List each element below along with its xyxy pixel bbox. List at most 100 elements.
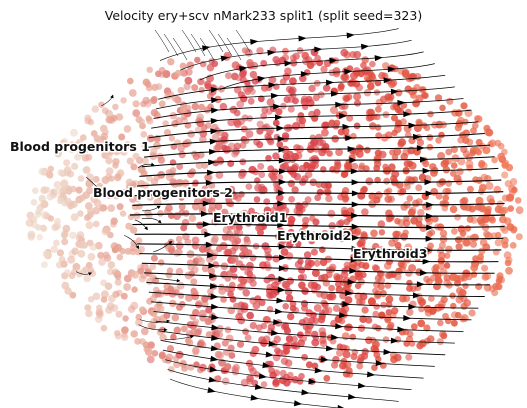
cell-point <box>263 316 272 324</box>
cell-point <box>150 178 159 186</box>
streamlet <box>226 37 242 61</box>
cell-point <box>275 193 284 202</box>
cell-point <box>121 326 129 334</box>
cell-point <box>308 84 316 93</box>
cell-point <box>272 254 281 263</box>
cell-point <box>459 315 467 323</box>
cell-point <box>185 294 193 302</box>
cell-point <box>310 311 317 319</box>
cell-point <box>440 159 449 168</box>
cell-point <box>212 159 220 167</box>
cell-point <box>196 118 205 127</box>
cell-point <box>215 171 224 179</box>
cell-point <box>191 292 200 301</box>
cell-point <box>92 220 100 228</box>
cell-point <box>354 99 361 107</box>
cell-point <box>175 350 184 359</box>
cell-point <box>468 205 476 213</box>
cell-point <box>60 179 69 188</box>
streamlet <box>153 240 173 253</box>
streamline <box>144 144 491 158</box>
cell-point <box>353 229 361 237</box>
cell-point <box>239 70 247 78</box>
cell-point <box>214 350 223 359</box>
streamline-arrow <box>422 167 431 174</box>
cell-point <box>417 319 426 328</box>
cell-point <box>306 98 315 107</box>
cell-point <box>397 260 405 268</box>
cell-point <box>283 326 291 333</box>
cell-point <box>509 242 517 249</box>
cell-point <box>70 128 78 137</box>
streamline-arrow <box>278 243 287 250</box>
cluster-label-erythroid3: Erythroid3 <box>353 246 427 261</box>
cell-point <box>261 214 268 222</box>
streamlet <box>154 29 170 53</box>
cell-point <box>435 192 443 200</box>
streamline <box>179 39 412 71</box>
cell-point <box>478 204 486 213</box>
cell-point <box>90 195 99 204</box>
cell-point <box>157 259 165 266</box>
cell-point <box>475 148 483 156</box>
cell-point <box>294 151 303 160</box>
streamline-arrow <box>383 348 392 355</box>
cell-point <box>468 309 476 317</box>
cell-point <box>40 200 49 209</box>
cell-point <box>264 133 272 140</box>
cell-point <box>298 281 306 290</box>
cell-point <box>107 261 116 269</box>
cell-point <box>112 192 120 200</box>
streamline-arrow <box>273 319 282 326</box>
streamline-arrow <box>273 103 282 110</box>
cell-point <box>224 248 232 257</box>
cell-point <box>363 146 371 154</box>
cell-point <box>344 296 353 304</box>
cell-point <box>388 80 396 89</box>
cell-point <box>199 314 207 322</box>
cell-point <box>308 237 316 245</box>
cell-point <box>199 341 207 349</box>
cell-point <box>114 278 122 286</box>
cell-point <box>438 241 446 249</box>
cell-point <box>158 66 166 74</box>
cell-point <box>38 167 47 176</box>
cell-point <box>207 206 216 215</box>
cell-point <box>342 73 350 82</box>
streamline-arrow <box>210 293 219 300</box>
cell-point <box>409 285 417 293</box>
cell-point <box>439 268 448 276</box>
streamline-arrow <box>419 269 428 276</box>
cell-point <box>140 140 148 148</box>
cell-point <box>456 167 464 176</box>
cell-point <box>384 195 393 204</box>
cell-point <box>497 276 505 284</box>
streamlet <box>172 37 188 61</box>
cell-point <box>515 233 523 241</box>
cell-point <box>69 231 77 240</box>
cell-point <box>450 145 458 154</box>
cell-point <box>184 76 193 85</box>
cell-point <box>201 294 209 303</box>
cell-point <box>40 261 48 269</box>
cell-point <box>128 89 137 97</box>
cell-point <box>368 192 376 200</box>
cell-point <box>450 162 458 169</box>
cell-point <box>438 251 446 260</box>
cell-point <box>499 224 507 232</box>
cell-point <box>247 365 255 372</box>
cell-point <box>132 109 141 117</box>
cell-point <box>77 148 85 157</box>
cell-point <box>75 195 83 204</box>
cell-point <box>490 232 498 240</box>
cell-point <box>439 229 448 238</box>
streamline-arrow <box>408 122 417 129</box>
streamline-arrow <box>209 366 218 373</box>
cell-point <box>287 228 295 236</box>
streamline-arrow <box>220 55 230 62</box>
cell-point <box>220 296 227 303</box>
cell-point <box>97 251 105 259</box>
cell-point <box>391 153 399 161</box>
cell-point <box>70 213 79 222</box>
streamline-arrow <box>267 49 276 56</box>
